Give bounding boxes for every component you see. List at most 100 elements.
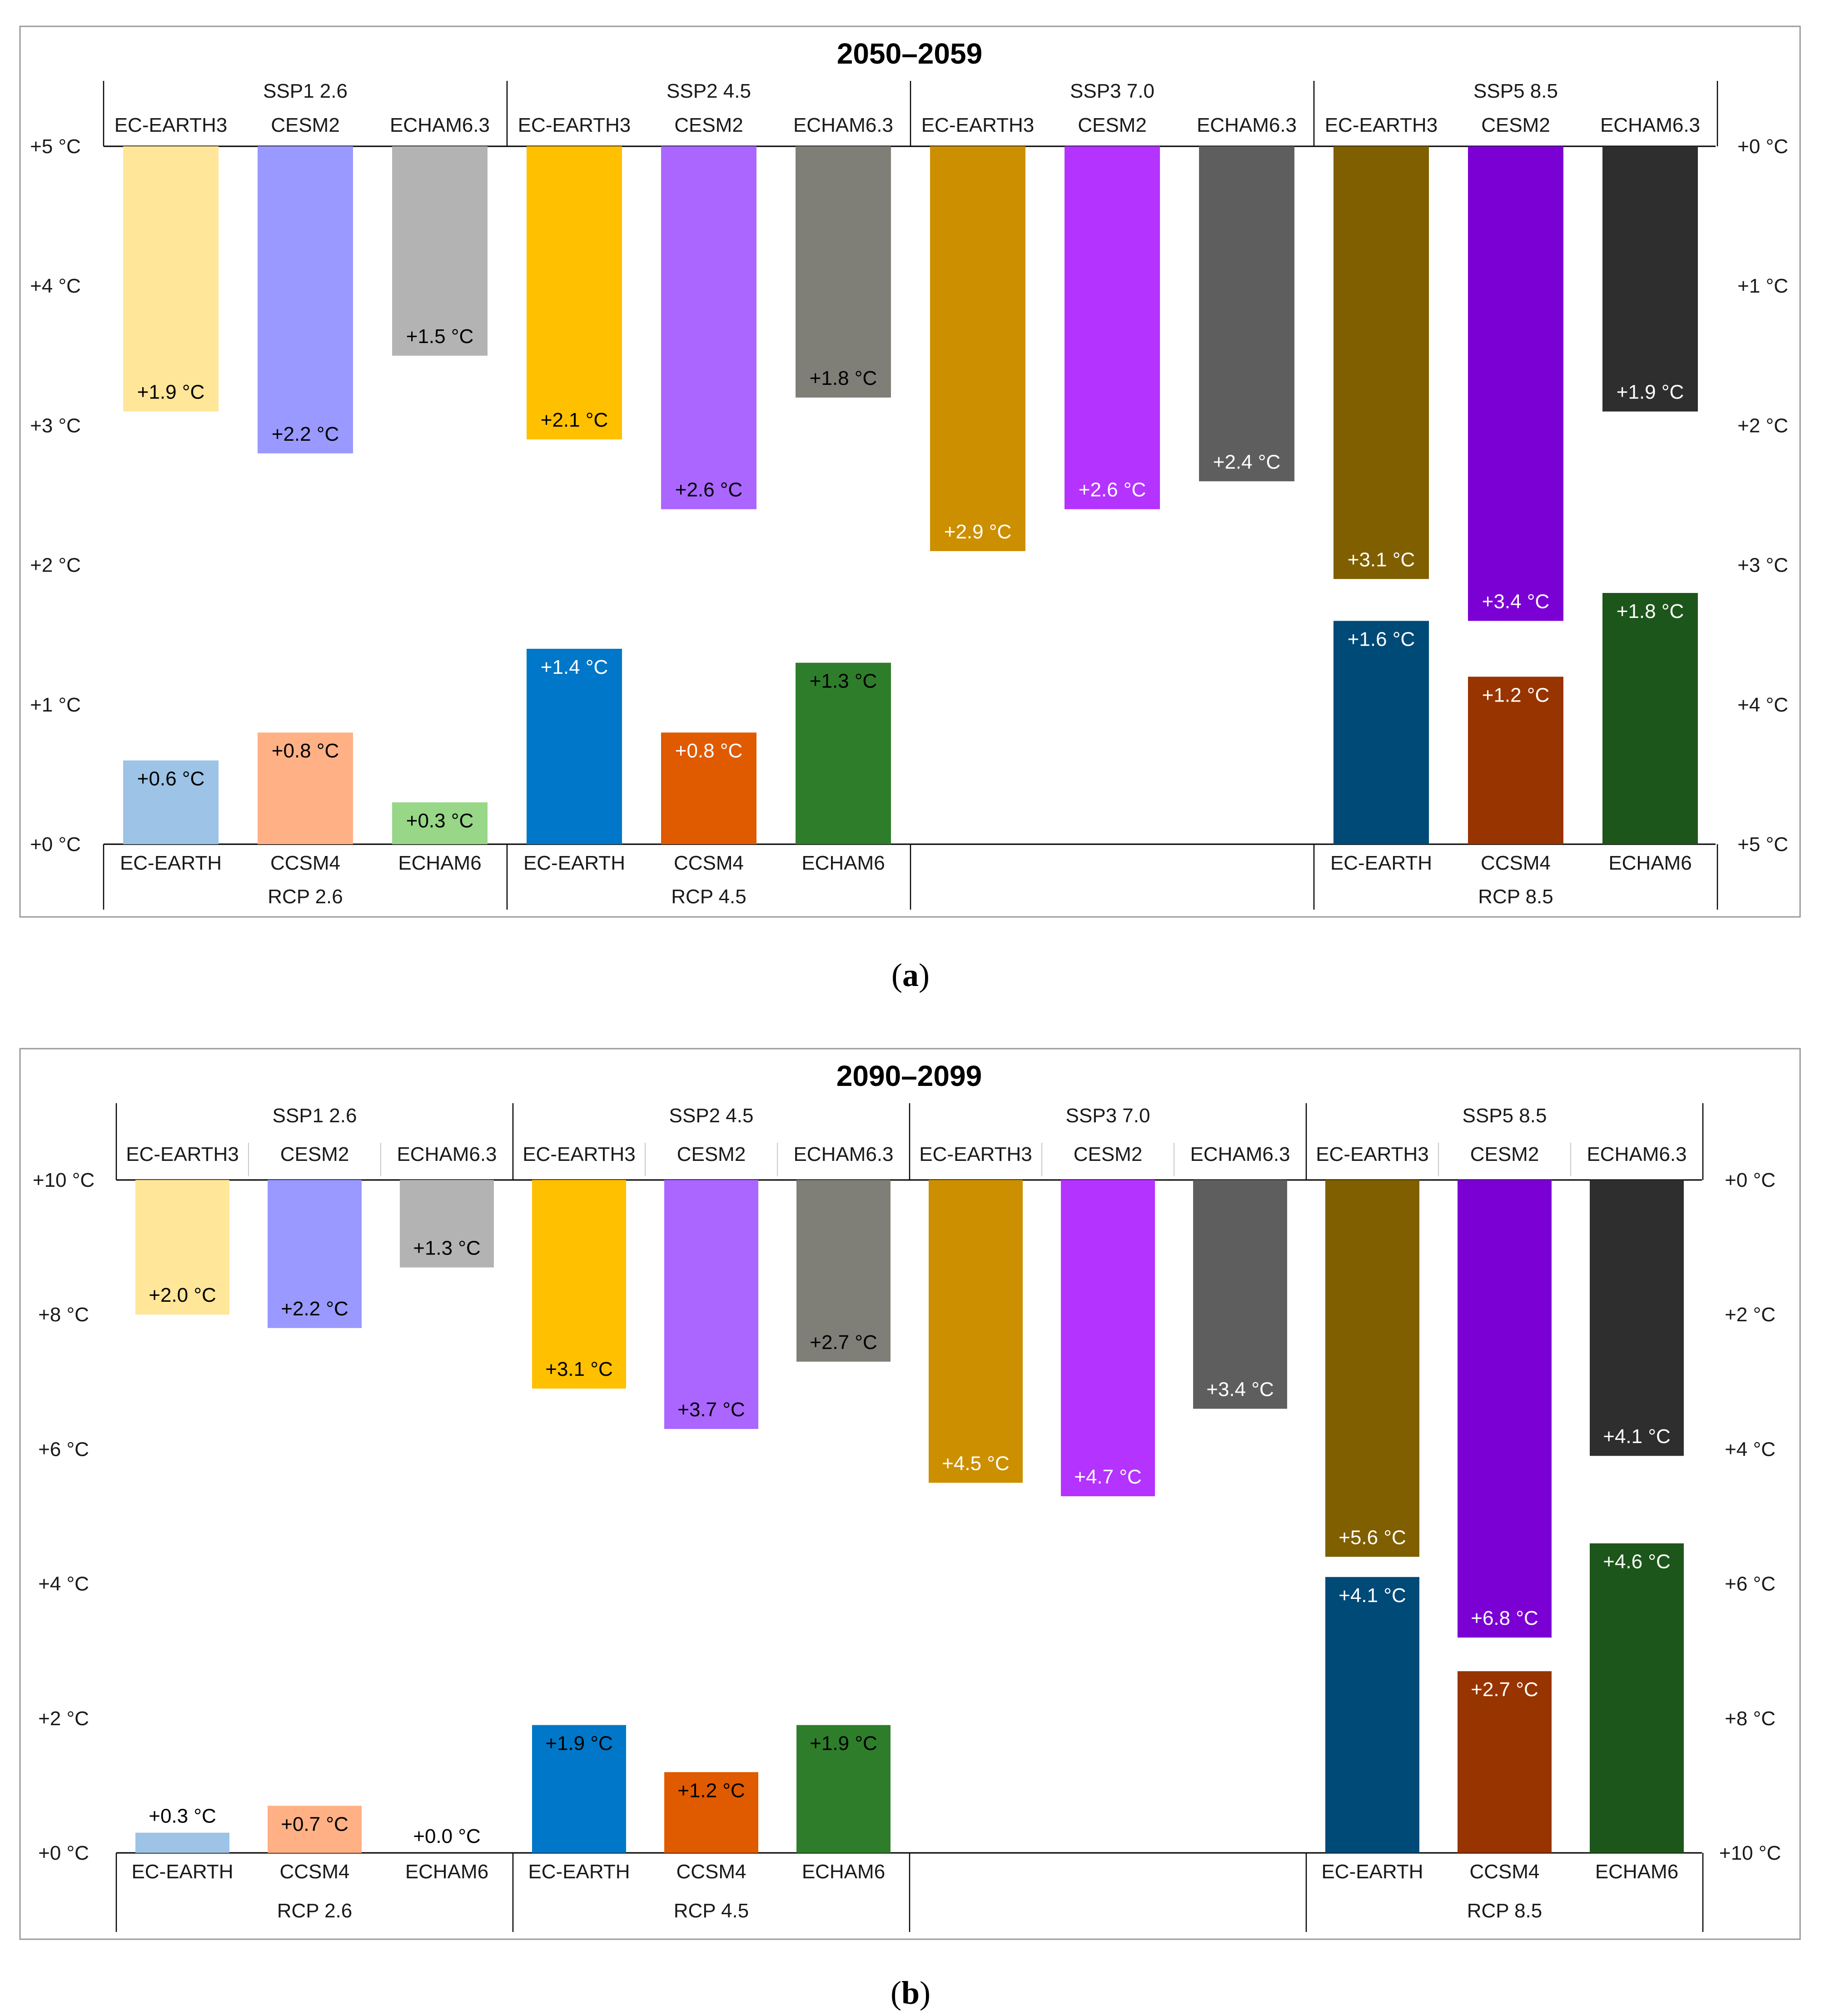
top-bar — [268, 1180, 362, 1328]
right-tick-label: +2 °C — [1725, 1304, 1776, 1326]
top-bar — [1325, 1180, 1419, 1557]
top-bar — [392, 146, 488, 356]
top-bar-value-label: +1.8 °C — [810, 367, 877, 389]
top-model-label: ECHAM6.3 — [793, 1143, 893, 1165]
right-tick-label: +3 °C — [1737, 554, 1788, 577]
chart-panel-a: 2050–2059 +0 °C +5 °C +1 °C +4 °C +2 °C +3 °C +… — [19, 25, 1801, 918]
bottom-bar — [1325, 1577, 1419, 1853]
top-model-label: ECHAM6.3 — [1600, 114, 1700, 136]
bottom-bar-value-label: +1.3 °C — [810, 670, 877, 692]
bottom-bar — [1468, 677, 1563, 844]
top-bar-value-label: +5.6 °C — [1338, 1526, 1406, 1548]
bottom-bar — [135, 1832, 229, 1853]
bottom-bar-value-label: +0.8 °C — [272, 740, 339, 762]
top-model-label: CESM2 — [271, 114, 340, 136]
top-model-label: EC-EARTH3 — [921, 114, 1035, 136]
top-bar-value-label: +3.7 °C — [677, 1399, 745, 1421]
top-model-label: ECHAM6.3 — [793, 114, 893, 136]
bottom-bar-value-label: +2.7 °C — [1471, 1678, 1538, 1701]
top-bar-value-label: +2.6 °C — [675, 479, 742, 501]
bottom-bar-value-label: +0.3 °C — [149, 1805, 216, 1827]
top-bar — [532, 1180, 626, 1389]
top-scenario-label: SSP3 7.0 — [1070, 80, 1154, 102]
bottom-model-label: ECHAM6 — [1608, 852, 1692, 874]
bottom-scenario-label: RCP 8.5 — [1478, 886, 1553, 908]
top-scenario-label: SSP3 7.0 — [1066, 1105, 1150, 1127]
caption-paren-open: ( — [891, 1975, 901, 2011]
top-model-label: EC-EARTH3 — [1316, 1143, 1429, 1165]
bottom-bar-value-label: +0.3 °C — [406, 810, 473, 832]
right-tick-label: +0 °C — [1725, 1169, 1776, 1191]
top-bar-value-label: +4.5 °C — [942, 1452, 1009, 1474]
top-bar — [796, 1180, 891, 1362]
bottom-bar-value-label: +1.8 °C — [1617, 600, 1684, 622]
top-bar-value-label: +3.1 °C — [545, 1358, 612, 1380]
top-bar-value-label: +1.9 °C — [1617, 381, 1684, 403]
bottom-bar — [1333, 621, 1429, 844]
top-model-label: ECHAM6.3 — [397, 1143, 497, 1165]
bottom-bar — [532, 1725, 626, 1853]
top-model-label: CESM2 — [280, 1143, 349, 1165]
top-model-label: CESM2 — [1470, 1143, 1539, 1165]
chart-title: 2050–2059 — [837, 37, 982, 70]
top-bar-value-label: +2.6 °C — [1079, 479, 1146, 501]
bottom-model-label: ECHAM6 — [405, 1861, 488, 1883]
left-tick-label: +1 °C — [30, 694, 81, 716]
top-bar — [1061, 1180, 1155, 1497]
top-bar — [661, 146, 756, 509]
top-bar-value-label: +2.1 °C — [541, 409, 608, 431]
bottom-scenario-label: RCP 4.5 — [674, 1900, 749, 1922]
bottom-bar-value-label: +1.2 °C — [1482, 684, 1549, 706]
right-tick-label: +10 °C — [1719, 1842, 1781, 1864]
bottom-bar — [1602, 593, 1698, 844]
left-tick-label: +6 °C — [38, 1438, 89, 1460]
top-model-label: EC-EARTH3 — [114, 114, 228, 136]
top-model-label: CESM2 — [1481, 114, 1550, 136]
top-model-label: CESM2 — [1074, 1143, 1143, 1165]
top-bar-value-label: +2.7 °C — [810, 1331, 877, 1354]
bottom-bar — [392, 802, 488, 844]
top-bar — [930, 146, 1025, 551]
bottom-bar — [1458, 1671, 1552, 1853]
top-bar — [1458, 1180, 1552, 1638]
bottom-model-label: EC-EARTH — [1330, 852, 1432, 874]
top-bar-value-label: +4.1 °C — [1603, 1425, 1670, 1448]
bottom-model-label: CCSM4 — [674, 852, 744, 874]
bottom-bar — [1590, 1543, 1684, 1853]
right-tick-label: +4 °C — [1725, 1438, 1776, 1460]
top-bar-value-label: +3.4 °C — [1482, 590, 1549, 612]
chart-title: 2090–2099 — [836, 1060, 982, 1092]
top-bar-value-label: +3.4 °C — [1206, 1379, 1274, 1401]
bottom-model-label: EC-EARTH — [1321, 1861, 1423, 1883]
bottom-model-label: ECHAM6 — [801, 852, 885, 874]
top-scenario-label: SSP1 2.6 — [273, 1105, 357, 1127]
top-bar — [400, 1180, 494, 1268]
left-tick-label: +2 °C — [38, 1707, 89, 1730]
right-tick-label: +4 °C — [1737, 694, 1788, 716]
bottom-bar — [796, 1725, 891, 1853]
bottom-bar — [664, 1772, 758, 1853]
top-bar — [664, 1180, 758, 1429]
bottom-model-label: ECHAM6 — [1595, 1861, 1678, 1883]
bottom-bar-value-label: +4.6 °C — [1603, 1551, 1670, 1573]
left-tick-label: +2 °C — [30, 554, 81, 577]
bottom-model-label: EC-EARTH — [131, 1861, 233, 1883]
top-scenario-label: SSP5 8.5 — [1473, 80, 1558, 102]
caption-paren-open: ( — [891, 957, 902, 993]
bottom-scenario-label: RCP 2.6 — [277, 1900, 353, 1922]
top-bar-value-label: +2.2 °C — [281, 1298, 348, 1320]
caption-paren-close: ) — [919, 957, 930, 993]
bottom-bar — [661, 732, 756, 844]
panel-caption: (b) — [891, 1975, 930, 2011]
bottom-bar-value-label: +1.9 °C — [545, 1732, 612, 1755]
top-bar — [1468, 146, 1563, 621]
top-bar-value-label: +2.9 °C — [944, 521, 1011, 543]
bottom-bar — [527, 648, 622, 844]
top-bar-value-label: +6.8 °C — [1471, 1607, 1538, 1629]
top-model-label: EC-EARTH3 — [518, 114, 631, 136]
chart-panel-b: 2090–2099 +0 °C +10 °C +2 °C +8 °C +4 °C +6 °C… — [19, 1048, 1801, 1940]
top-bar-value-label: +2.4 °C — [1213, 451, 1280, 473]
panel-frame — [19, 1048, 1801, 1940]
bottom-model-label: ECHAM6 — [802, 1861, 885, 1883]
